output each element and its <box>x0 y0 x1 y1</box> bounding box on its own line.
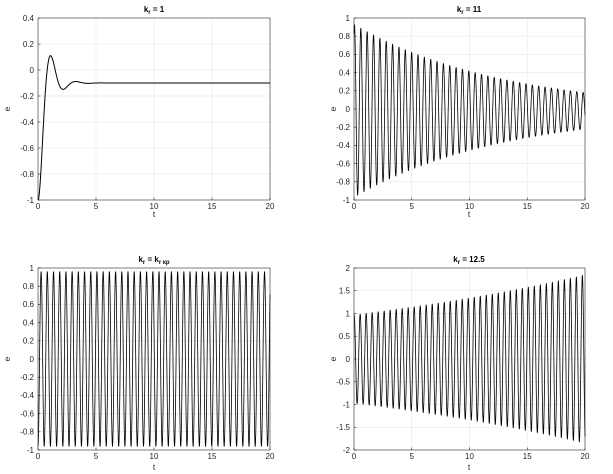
x-tick-label: 10 <box>465 202 474 211</box>
chart-panel-1: kr = 1 t e 0 5 10 15 20 -1 -0.8 -0.6 -0.4 -0.2 0 0.… <box>2 5 275 219</box>
y-axis-label-1: e <box>2 106 12 111</box>
y-tick-label: 0.8 <box>339 32 351 41</box>
series-line-1 <box>37 55 271 201</box>
x-axis-label-1: t <box>153 209 156 219</box>
y-tick-label: -1 <box>343 196 351 205</box>
chart-title-4: kr = 12.5 <box>453 255 485 266</box>
x-tick-label: 5 <box>94 452 99 461</box>
chart-title-1: kr = 1 <box>144 5 165 16</box>
y-tick-label: 0.4 <box>23 14 35 23</box>
y-tick-label: -1.5 <box>336 423 350 432</box>
y-axis-label-2: e <box>328 106 338 111</box>
y-tick-label: -0.4 <box>20 391 34 400</box>
y-tick-label: 1 <box>346 14 351 23</box>
chart-title-3: kr = kr кр <box>138 255 169 266</box>
y-tick-label: -0.4 <box>20 118 34 127</box>
x-tick-label: 20 <box>581 452 590 461</box>
y-tick-label: 1 <box>30 264 35 273</box>
y-tick-label: 0.2 <box>23 40 35 49</box>
y-tick-label: -0.2 <box>20 373 34 382</box>
y-tick-label: 2 <box>346 264 351 273</box>
y-tick-label: -0.6 <box>20 144 34 153</box>
y-tick-label: 0 <box>30 355 35 364</box>
x-tick-label: 0 <box>36 452 41 461</box>
y-tick-label: 0.6 <box>23 300 35 309</box>
axes-frame-3 <box>37 267 271 451</box>
y-tick-label: -0.8 <box>20 170 34 179</box>
chart-panel-4: kr = 12.5 t e 0 5 10 15 20 -2 -1.5 -1 -0.5 0 0.5 1 1… <box>328 255 590 472</box>
x-tick-label: 5 <box>410 202 415 211</box>
x-tick-label: 0 <box>352 452 357 461</box>
x-tick-label: 10 <box>465 452 474 461</box>
y-tick-label: 0.5 <box>339 332 351 341</box>
series-line-2 <box>353 24 586 196</box>
y-tick-label: -0.5 <box>336 378 350 387</box>
y-tick-label: -1 <box>27 446 35 455</box>
y-tick-label: -0.6 <box>20 409 34 418</box>
y-tick-label: -1 <box>343 400 351 409</box>
x-tick-label: 20 <box>266 202 275 211</box>
y-tick-label: -0.4 <box>336 141 350 150</box>
ticks-3: 0 5 10 15 20 -1 -0.8 -0.6 -0.4 -0.2 0 0.2 0.4 0.6 0.8 1 <box>20 264 275 461</box>
x-axis-label-3: t <box>153 462 156 472</box>
axes-frame-2 <box>353 17 586 201</box>
y-tick-label: 0 <box>346 355 351 364</box>
axes-frame-4 <box>353 267 586 451</box>
axes-frame-1 <box>37 17 271 201</box>
y-tick-label: 1 <box>346 309 351 318</box>
y-tick-label: 0.6 <box>339 50 351 59</box>
series-line-3 <box>37 271 271 447</box>
x-tick-label: 10 <box>150 452 159 461</box>
y-tick-label: -0.8 <box>336 178 350 187</box>
x-tick-label: 0 <box>36 202 41 211</box>
y-axis-label-4: e <box>328 356 338 361</box>
x-tick-label: 20 <box>581 202 590 211</box>
x-tick-label: 15 <box>523 452 532 461</box>
x-tick-label: 15 <box>208 452 217 461</box>
y-tick-label: -0.2 <box>336 123 350 132</box>
x-axis-label-4: t <box>468 462 471 472</box>
series-line-4 <box>353 275 586 443</box>
chart-panel-2: kr = 11 t e 0 5 10 15 20-1-0.8-0.6-0.4-0.200… <box>328 5 590 219</box>
y-tick-label: 0.2 <box>23 337 35 346</box>
x-tick-label: 15 <box>208 202 217 211</box>
y-tick-label: -2 <box>343 446 351 455</box>
y-tick-label: 0 <box>346 105 351 114</box>
x-tick-label: 0 <box>352 202 357 211</box>
chart-title-2: kr = 11 <box>457 5 482 16</box>
x-tick-label: 15 <box>523 202 532 211</box>
x-tick-label: 5 <box>410 452 415 461</box>
y-tick-label: 0.2 <box>339 87 351 96</box>
y-tick-label: 0 <box>30 66 35 75</box>
y-axis-label-3: e <box>2 356 12 361</box>
x-tick-label: 5 <box>94 202 99 211</box>
ticks-2: 0 5 10 15 20 -1 -0.8 -0.6 -0.4 -0.2 0 0.2 0.4 0.6 0.8 1 <box>336 14 590 211</box>
y-tick-label: 0.4 <box>339 68 351 77</box>
x-tick-label: 10 <box>150 202 159 211</box>
y-tick-label: 0.4 <box>23 318 35 327</box>
y-tick-label: -0.2 <box>20 92 34 101</box>
y-tick-label: -0.6 <box>336 159 350 168</box>
x-axis-label-2: t <box>468 209 471 219</box>
y-tick-label: 1.5 <box>339 287 351 296</box>
y-tick-label: -0.8 <box>20 428 34 437</box>
grid-1 <box>38 18 270 200</box>
y-tick-label: 0.8 <box>23 282 35 291</box>
x-tick-label: 20 <box>266 452 275 461</box>
grid-2 <box>354 18 585 200</box>
ticks-1: 0 5 10 15 20 -1 -0.8 -0.6 -0.4 -0.2 0 0.2 0.4 <box>20 14 275 211</box>
chart-panel-3: kr = kr кр t e 0 5 10 15 20-1-0.8-0.6-0.4-0.… <box>2 255 275 472</box>
y-tick-label: -1 <box>27 196 35 205</box>
